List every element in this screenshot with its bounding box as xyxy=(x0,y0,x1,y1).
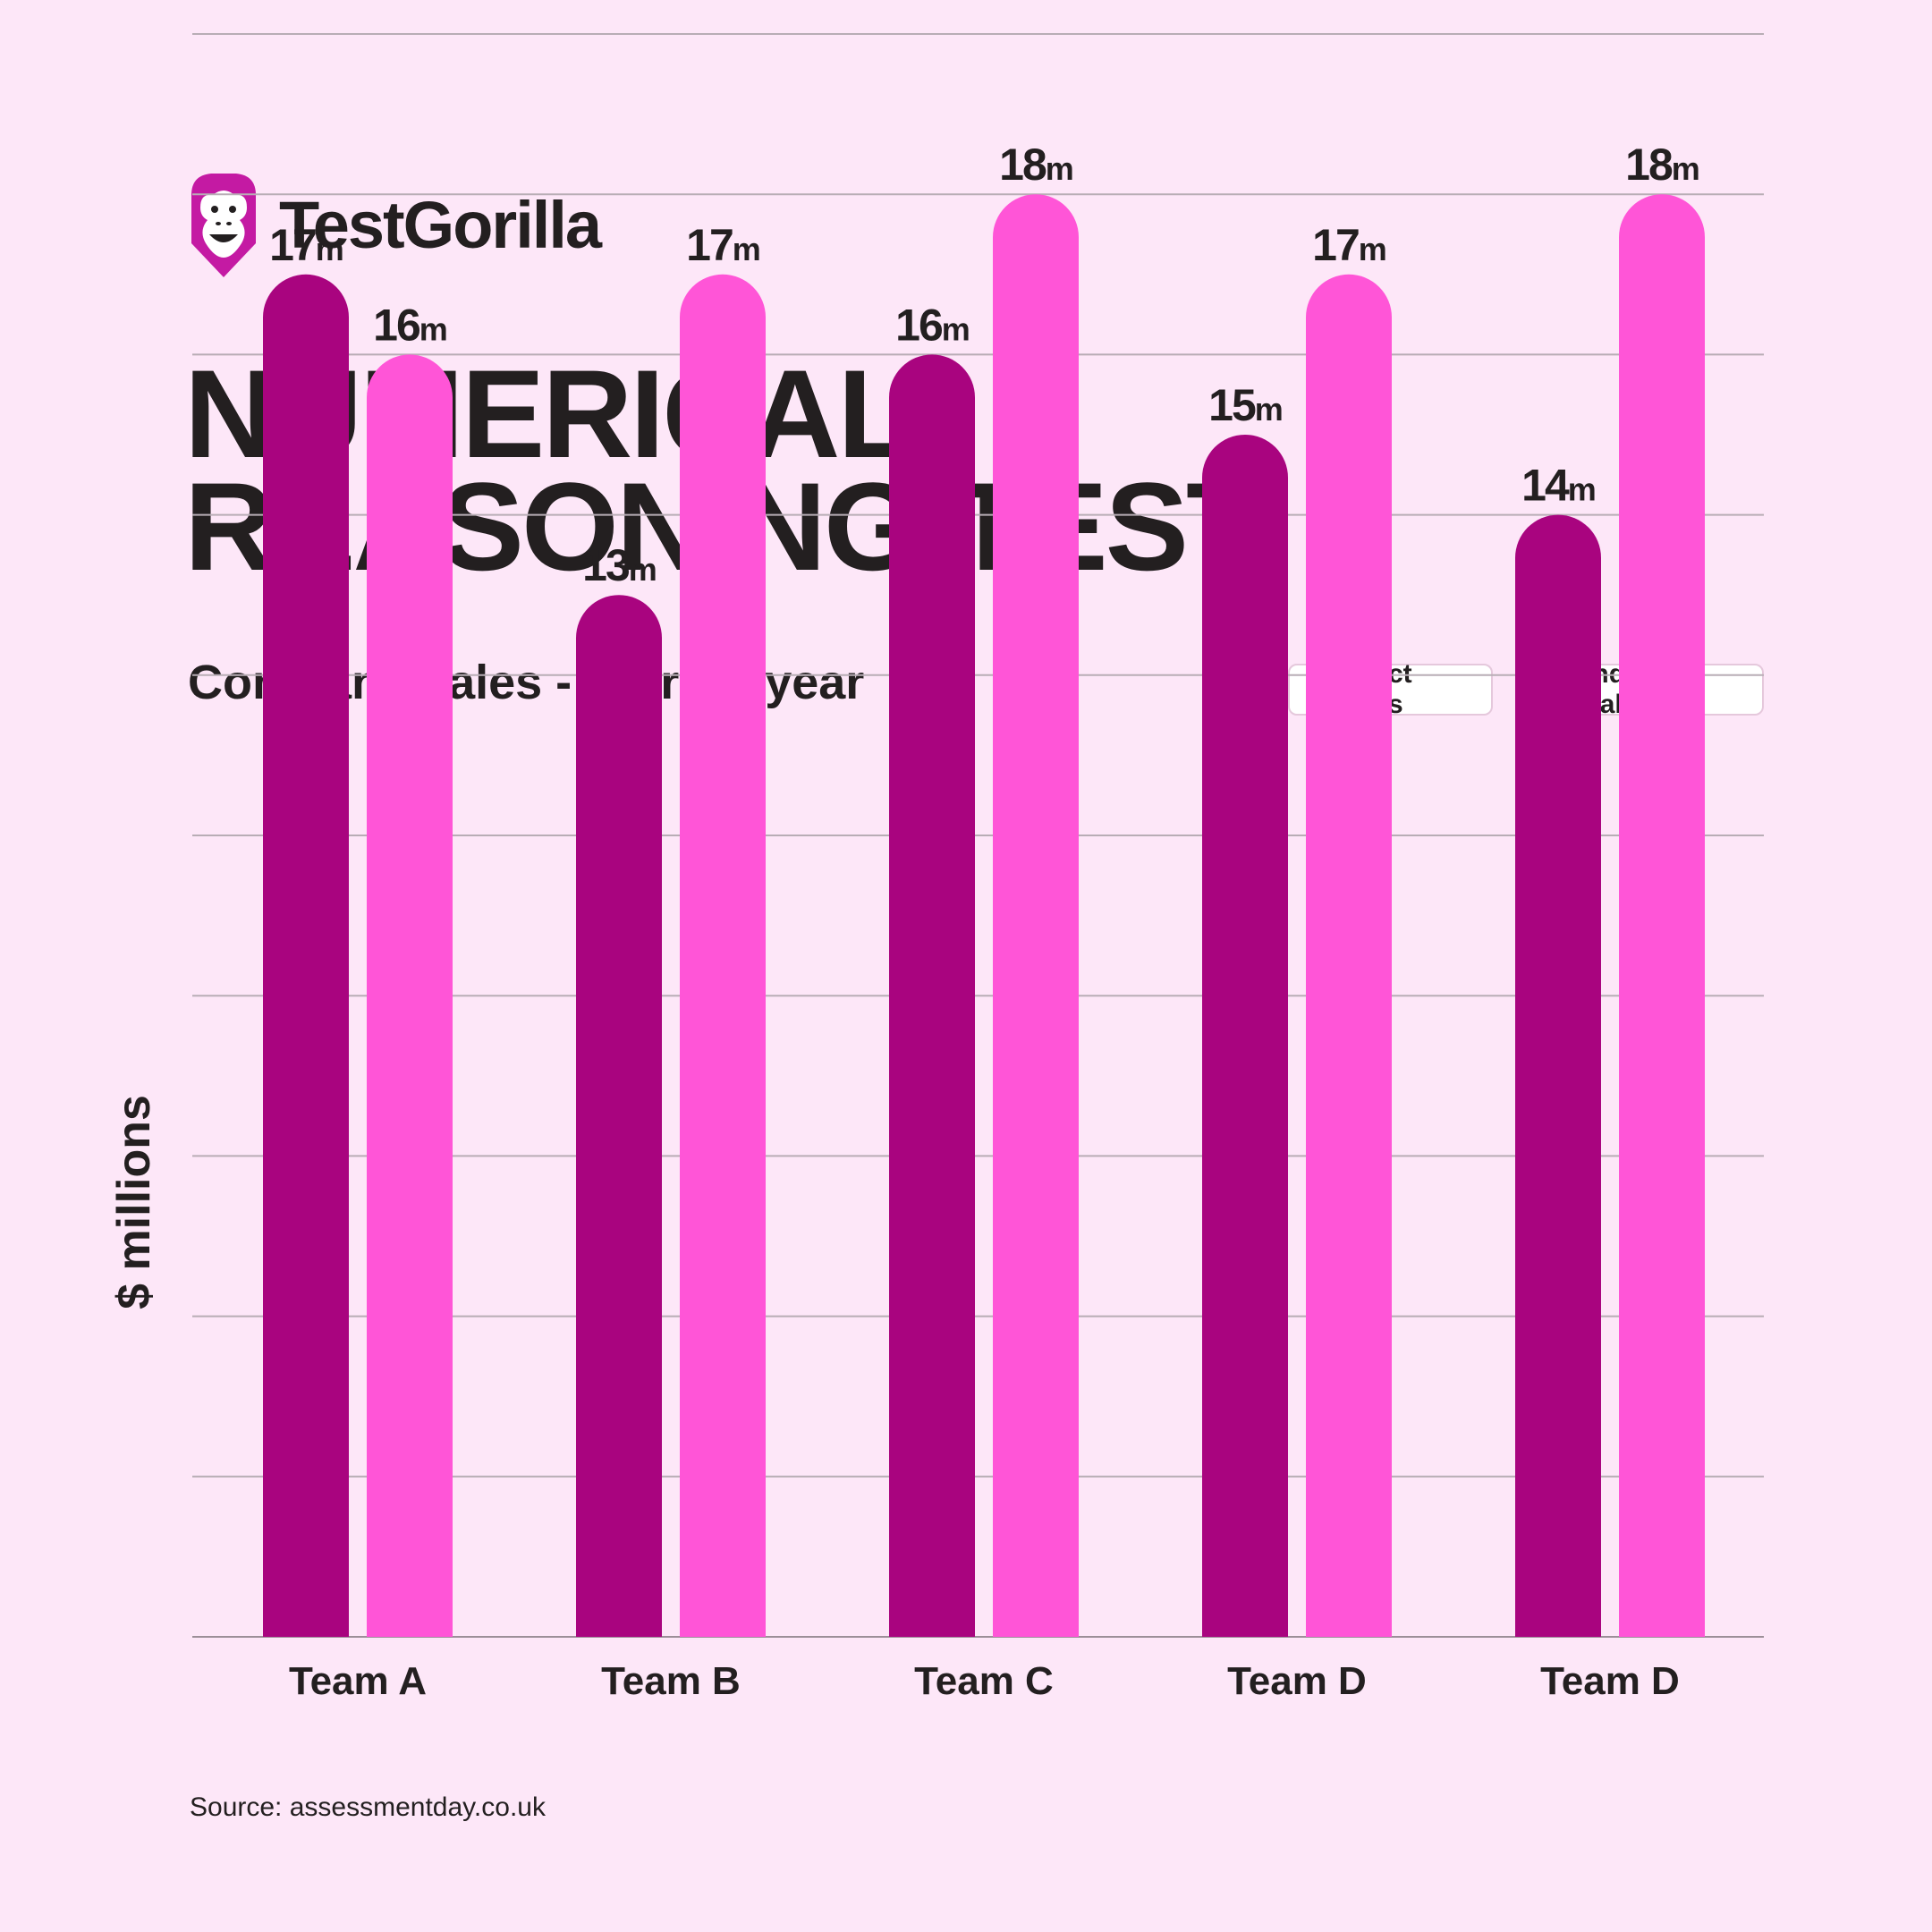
x-tick-label: Team B xyxy=(601,1659,741,1703)
bar-direct xyxy=(1202,435,1288,1637)
data-label-unit: m xyxy=(316,231,343,267)
data-label-value: 15 xyxy=(1208,380,1256,430)
x-tick-label: Team A xyxy=(289,1659,427,1703)
bar-direct xyxy=(263,274,349,1637)
data-label: 17m xyxy=(686,220,759,270)
data-label: 17m xyxy=(269,220,343,270)
x-tick-label: Team C xyxy=(914,1659,1054,1703)
data-label: 17m xyxy=(1312,220,1385,270)
data-label-value: 17 xyxy=(269,220,316,270)
x-tick-label: Team D xyxy=(1227,1659,1367,1703)
data-label-value: 13 xyxy=(582,540,629,590)
data-label: 14m xyxy=(1521,461,1595,511)
bar-direct xyxy=(576,595,662,1638)
data-label-unit: m xyxy=(1255,391,1282,428)
source-note: Source: assessmentday.co.uk xyxy=(190,1792,546,1822)
data-label-value: 18 xyxy=(999,140,1046,190)
data-label-value: 14 xyxy=(1521,461,1570,511)
bar-indirect xyxy=(680,274,766,1637)
data-label-value: 16 xyxy=(895,300,942,350)
bar-direct xyxy=(1515,514,1601,1637)
data-label-unit: m xyxy=(1046,150,1072,187)
data-label-unit: m xyxy=(629,551,656,588)
brand-name: TestGorilla xyxy=(279,187,602,262)
data-label-unit: m xyxy=(1568,471,1595,508)
data-label: 16m xyxy=(373,300,446,350)
data-label: 13m xyxy=(582,540,656,590)
data-label-value: 16 xyxy=(373,300,419,350)
data-label: 15m xyxy=(1208,380,1282,430)
bar-indirect xyxy=(1306,274,1392,1637)
data-label-unit: m xyxy=(1672,150,1699,187)
data-label-unit: m xyxy=(733,231,759,267)
data-label: 18m xyxy=(1625,140,1699,190)
data-label-value: 18 xyxy=(1625,140,1673,190)
bar-indirect xyxy=(1619,194,1705,1637)
data-label-value: 17 xyxy=(686,220,733,270)
data-label-unit: m xyxy=(419,310,446,347)
data-label-unit: m xyxy=(1359,231,1385,267)
x-tick-label: Team D xyxy=(1540,1659,1680,1703)
brand-logo: TestGorilla xyxy=(186,168,602,281)
data-label-unit: m xyxy=(942,310,969,347)
data-label: 18m xyxy=(999,140,1072,190)
gorilla-face-icon xyxy=(191,174,256,277)
bar-direct xyxy=(889,354,975,1637)
bar-indirect xyxy=(367,354,453,1637)
bar-indirect xyxy=(993,194,1079,1637)
data-label: 16m xyxy=(895,300,969,350)
data-label-value: 17 xyxy=(1312,220,1359,270)
